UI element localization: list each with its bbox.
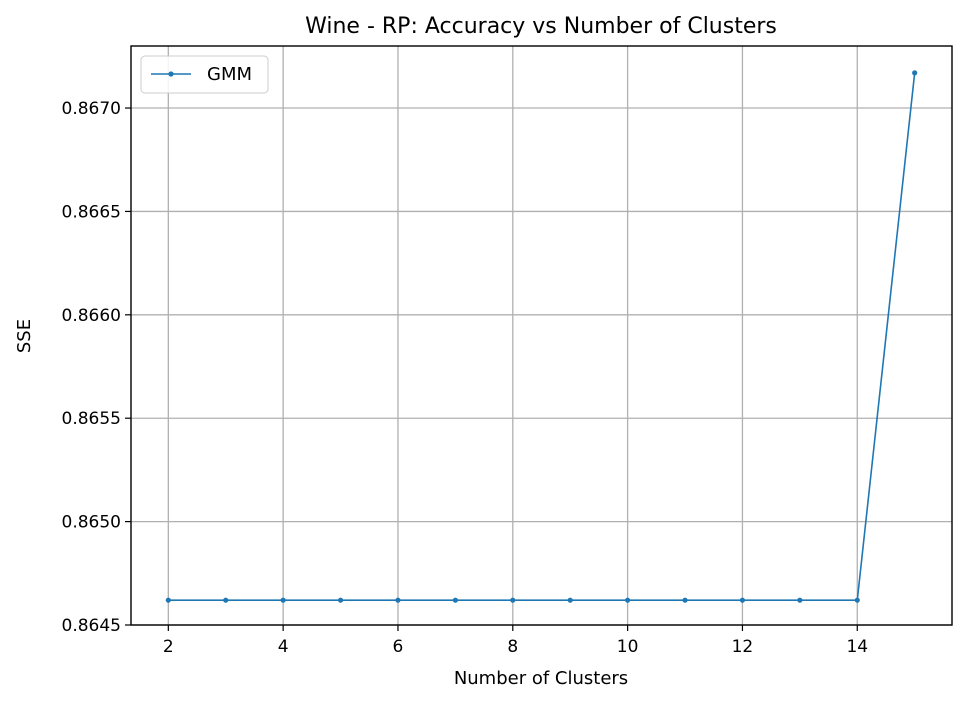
x-tick-label: 14: [846, 637, 868, 657]
x-tick-label: 10: [617, 637, 639, 657]
data-point: [395, 597, 401, 603]
data-point: [739, 597, 746, 603]
chart-title: Wine - RP: Accuracy vs Number of Cluster…: [305, 14, 777, 39]
data-point: [223, 597, 229, 603]
x-tick-label: 2: [163, 637, 174, 657]
x-tick-label: 4: [278, 637, 289, 657]
y-tick-label: 0.8650: [62, 513, 121, 533]
y-axis-label: SSE: [14, 319, 35, 353]
grid: [131, 46, 952, 626]
legend-box: [140, 55, 269, 94]
data-point: [165, 597, 171, 603]
series-line-gmm: [168, 72, 916, 601]
data-point: [337, 597, 344, 603]
y-tick-label: 0.8670: [62, 99, 121, 119]
data-point: [452, 597, 458, 603]
axis-ticks: 2 4 6 8 10 12 14 0.8645 0.8650 0.8655 0.8660 0.8665…: [62, 99, 869, 657]
plot-frame: [130, 45, 953, 626]
data-point: [280, 597, 286, 603]
x-tick-label: 12: [732, 637, 754, 657]
x-tick-label: 6: [393, 637, 404, 657]
data-point: [682, 597, 688, 603]
data-point: [912, 70, 918, 76]
data-point: [567, 597, 573, 603]
y-tick-label: 0.8655: [62, 409, 121, 429]
data-point: [797, 597, 803, 603]
legend-label-gmm: GMM: [207, 64, 252, 85]
data-point: [625, 597, 631, 603]
x-axis-label: Number of Clusters: [454, 668, 628, 689]
legend: GMM: [140, 55, 269, 94]
y-tick-label: 0.8660: [62, 306, 121, 326]
legend-marker-gmm: [168, 71, 174, 77]
data-point: [510, 597, 516, 603]
data-point: [854, 597, 860, 603]
y-tick-label: 0.8645: [62, 616, 121, 636]
y-tick-label: 0.8665: [62, 202, 121, 222]
x-tick-label: 8: [507, 637, 518, 657]
plot-series: [165, 70, 918, 603]
